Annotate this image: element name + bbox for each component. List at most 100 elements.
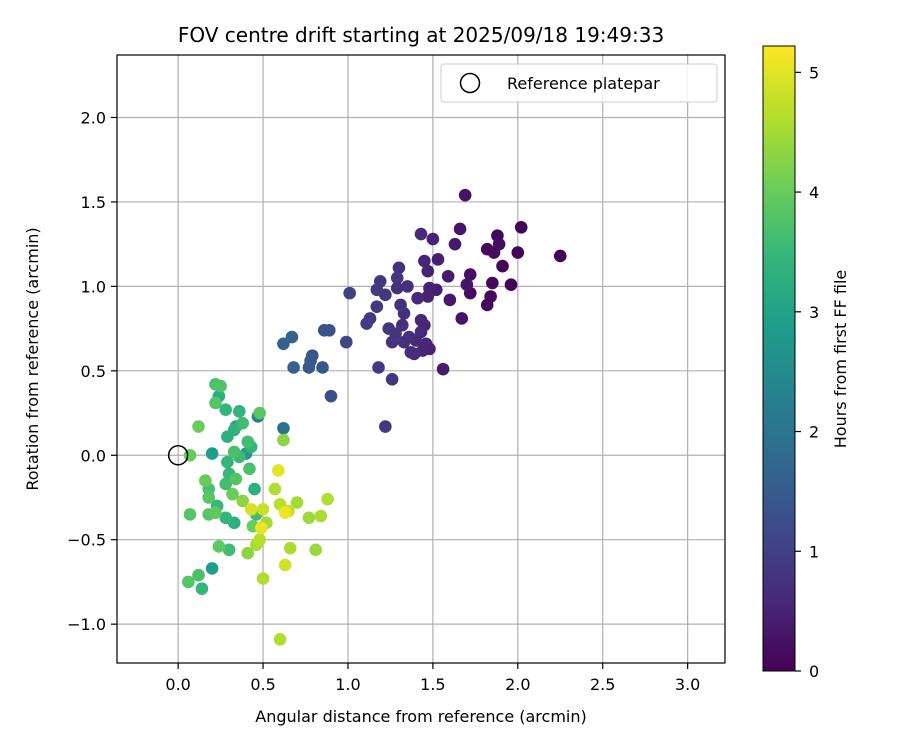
data-point xyxy=(221,455,234,469)
data-point xyxy=(272,464,285,477)
data-point xyxy=(480,298,494,312)
data-point xyxy=(183,508,197,521)
data-point xyxy=(278,558,292,572)
data-point xyxy=(372,361,385,374)
data-point xyxy=(268,482,282,496)
y-tick-label: 0.0 xyxy=(81,446,106,465)
data-point xyxy=(236,494,249,508)
data-point xyxy=(314,509,328,523)
y-tick-label: 0.5 xyxy=(81,362,106,381)
data-point xyxy=(436,362,450,376)
data-point xyxy=(370,283,384,297)
data-point xyxy=(360,317,373,330)
data-point xyxy=(414,227,428,241)
data-point xyxy=(244,503,258,516)
data-point xyxy=(232,405,246,418)
data-point xyxy=(219,403,232,416)
legend: Reference platepar xyxy=(440,63,718,103)
data-point xyxy=(285,330,299,344)
data-point xyxy=(256,503,270,516)
data-point xyxy=(199,474,212,487)
data-point xyxy=(385,335,399,349)
grid xyxy=(117,55,725,663)
colorbar-ticks: 0 1 2 3 4 5 xyxy=(795,63,819,681)
data-point xyxy=(401,280,414,293)
data-point xyxy=(290,496,304,509)
data-point xyxy=(227,445,241,459)
data-point xyxy=(511,246,525,259)
y-tick-label: 1.5 xyxy=(81,193,106,212)
y-tick-label: −1.0 xyxy=(67,615,106,634)
chart-title: FOV centre drift starting at 2025/09/18 … xyxy=(178,23,664,47)
data-point xyxy=(248,482,261,496)
data-point xyxy=(443,293,457,307)
y-axis-label: Rotation from reference (arcmin) xyxy=(23,227,42,490)
colorbar: 0 1 2 3 4 5 Hours from first FF file xyxy=(762,45,850,681)
data-point xyxy=(253,533,266,547)
data-point xyxy=(182,575,195,589)
x-tick-label: 3.0 xyxy=(675,675,700,694)
data-point xyxy=(426,232,440,246)
x-tick-label: 1.5 xyxy=(420,675,445,694)
data-point xyxy=(205,562,219,575)
data-point xyxy=(302,511,316,525)
data-point xyxy=(431,253,445,266)
data-point xyxy=(394,298,407,312)
data-point xyxy=(321,492,334,506)
data-point xyxy=(256,572,270,585)
data-point xyxy=(370,300,384,313)
colorbar-tick-label: 0 xyxy=(809,662,819,681)
x-tick-label: 2.0 xyxy=(505,675,530,694)
data-point xyxy=(460,278,474,291)
data-point xyxy=(316,361,329,374)
x-axis-label: Angular distance from reference (arcmin) xyxy=(255,707,586,726)
data-point xyxy=(277,421,290,435)
data-point xyxy=(379,420,392,433)
legend-entry-reference: Reference platepar xyxy=(507,74,660,93)
y-tick-label: −0.5 xyxy=(67,531,106,550)
data-point xyxy=(553,249,567,263)
data-point xyxy=(492,237,506,251)
legend-box xyxy=(440,63,718,103)
reference-layer xyxy=(167,445,189,466)
data-point xyxy=(227,423,241,437)
data-point xyxy=(212,540,226,553)
data-point xyxy=(448,237,462,251)
data-point xyxy=(222,543,236,557)
y-tick-label: 1.0 xyxy=(81,277,106,296)
data-point xyxy=(411,291,424,305)
data-point xyxy=(283,541,297,555)
data-point xyxy=(453,222,467,236)
colorbar-tick-label: 1 xyxy=(809,542,819,561)
data-point xyxy=(455,312,469,325)
data-points xyxy=(182,188,567,646)
data-point xyxy=(287,361,300,374)
data-point xyxy=(317,323,331,337)
data-point xyxy=(255,521,268,535)
data-point xyxy=(414,313,428,327)
axis-ticks: 0.0 0.5 1.0 1.5 2.0 2.5 3.0 −1.0 −0.5 0.0 0.5 1.0 1.… xyxy=(67,108,700,694)
data-point xyxy=(339,335,353,349)
data-point xyxy=(390,281,404,295)
data-point xyxy=(219,511,232,525)
y-tick-label: 2.0 xyxy=(81,108,106,127)
data-point xyxy=(421,290,435,303)
data-point xyxy=(277,433,290,447)
data-point xyxy=(229,472,243,486)
colorbar-tick-label: 3 xyxy=(809,303,819,322)
x-tick-label: 0.0 xyxy=(165,675,190,694)
data-point xyxy=(236,416,249,430)
x-tick-label: 1.0 xyxy=(335,675,360,694)
data-point xyxy=(421,264,435,278)
x-tick-label: 2.5 xyxy=(590,675,615,694)
data-point xyxy=(343,286,356,300)
data-point xyxy=(504,278,518,291)
data-point xyxy=(324,389,338,403)
data-point xyxy=(302,361,316,374)
legend-reference-marker xyxy=(459,72,481,94)
data-point xyxy=(441,269,455,283)
data-point xyxy=(458,188,472,202)
data-point xyxy=(219,477,232,491)
data-point xyxy=(183,448,197,462)
